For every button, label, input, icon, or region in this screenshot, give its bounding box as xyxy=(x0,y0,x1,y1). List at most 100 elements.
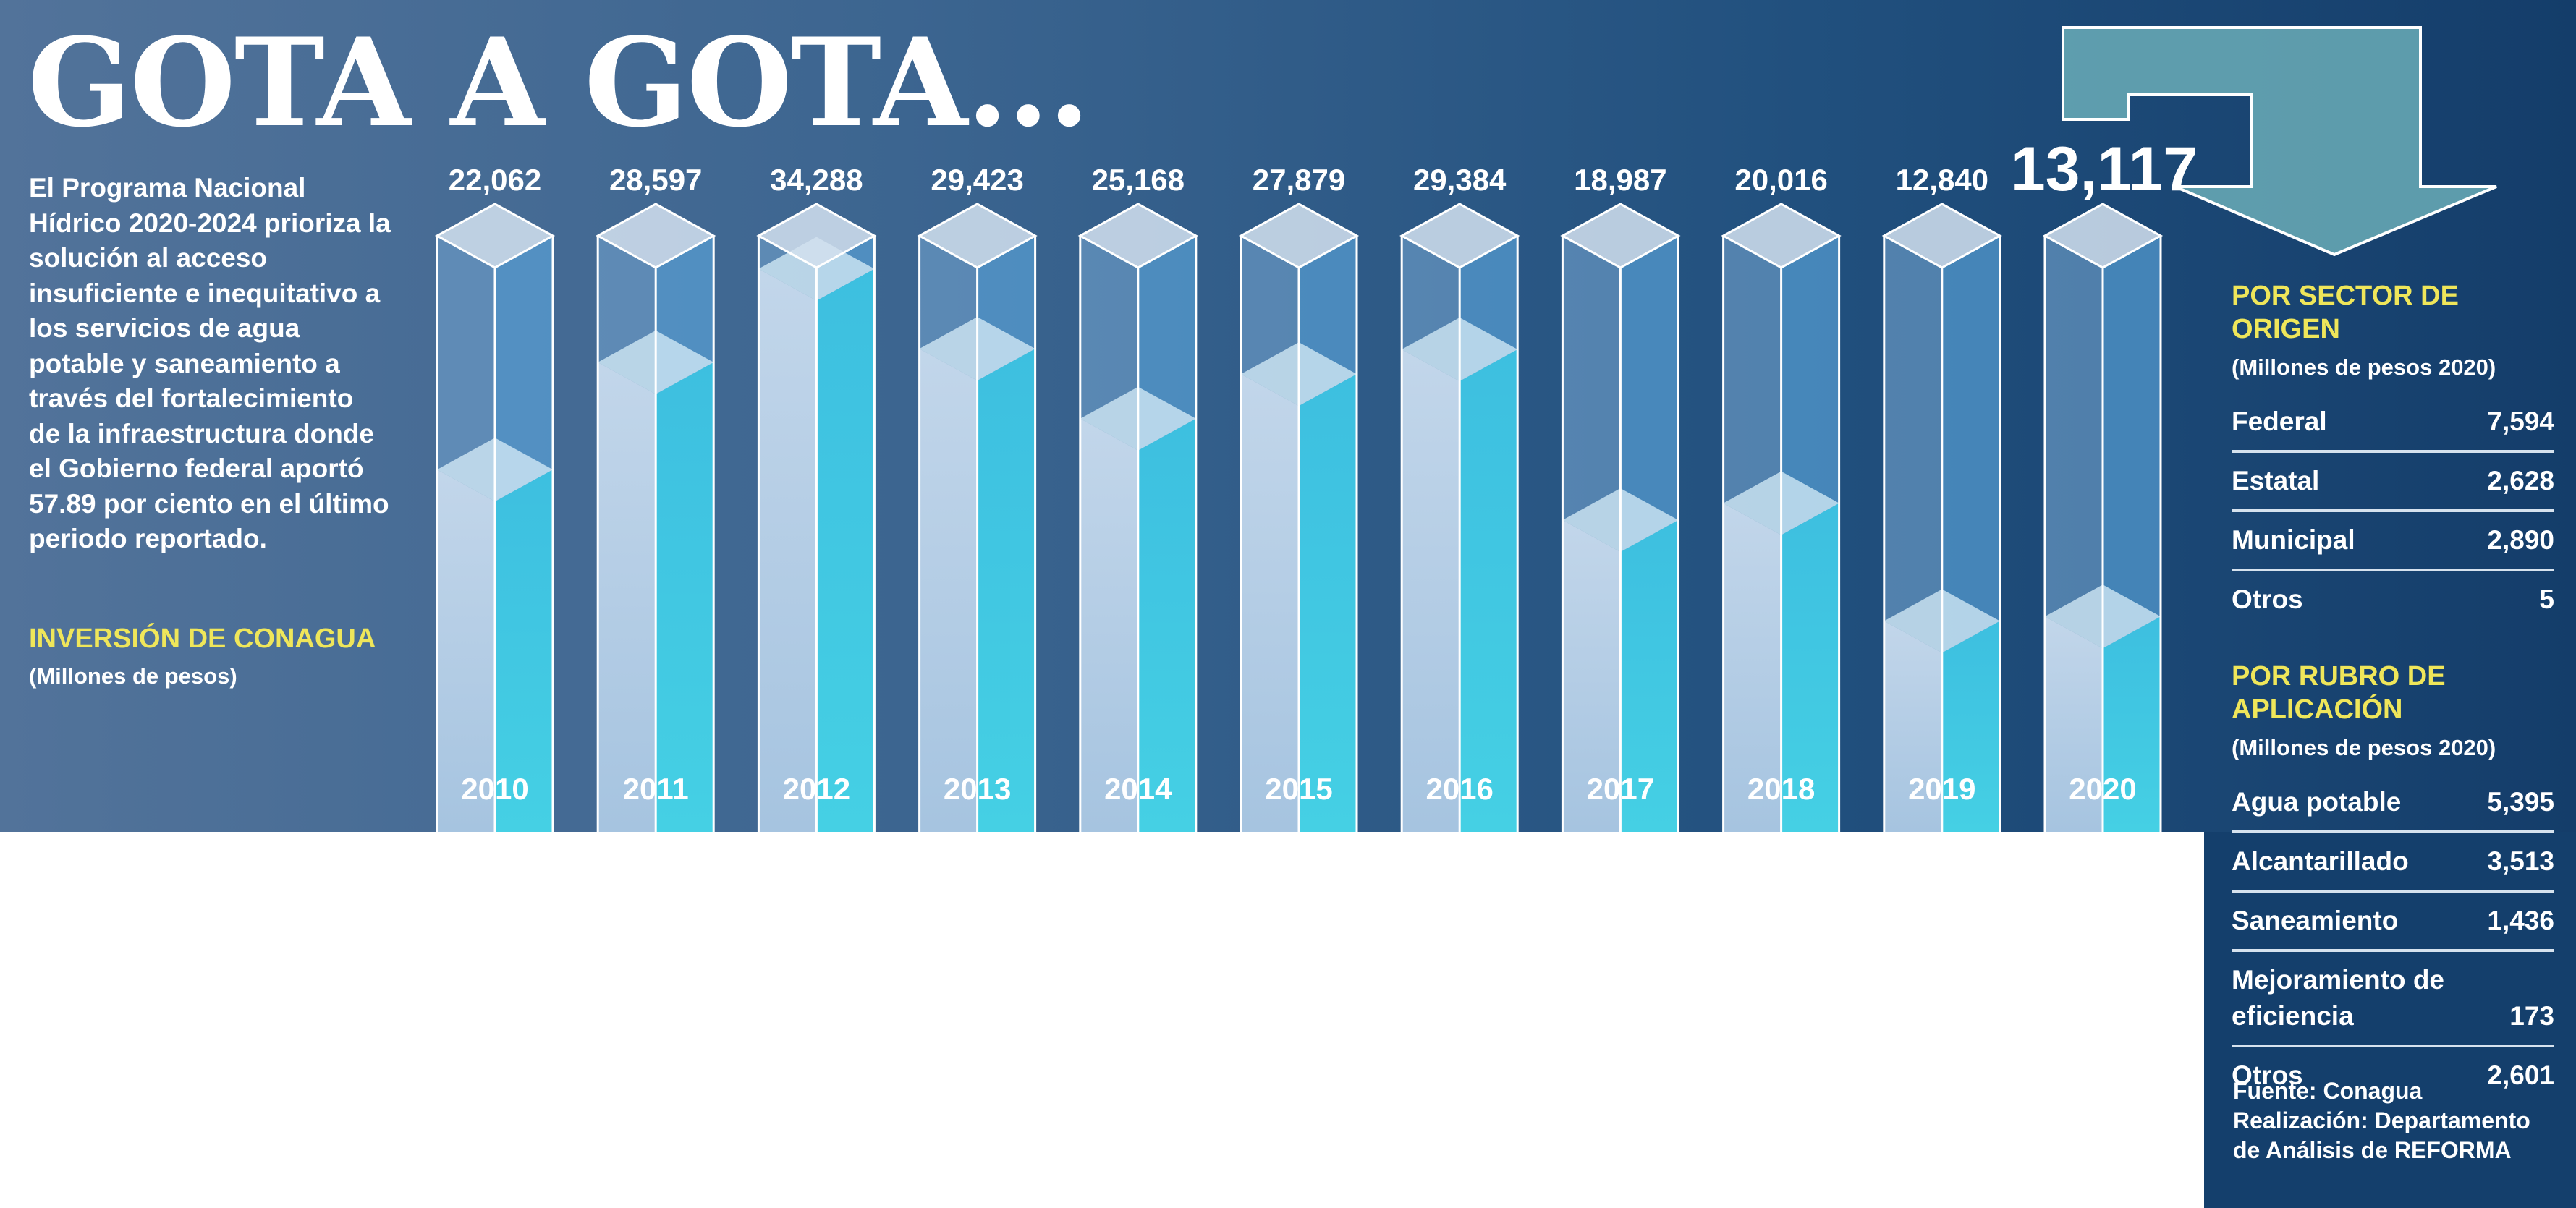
breakdown-panel: POR SECTOR DE ORIGEN (Millones de pesos … xyxy=(2232,279,2554,1104)
value-label: 28,597 xyxy=(609,163,702,197)
value-label: 13,117 xyxy=(2011,135,2198,204)
year-label: 2016 xyxy=(1425,772,1493,806)
rubro-label: Agua potable xyxy=(2232,787,2402,817)
rubro-row: Agua potable 5,395 xyxy=(2232,774,2554,833)
bar-2019: 2019 12,840 xyxy=(1881,163,2002,832)
bar-2010: 2010 22,062 xyxy=(434,163,556,832)
bar-fill-front xyxy=(598,362,656,832)
rubro-value: 173 xyxy=(2509,1001,2554,1031)
bar-fill-front xyxy=(1723,503,1781,832)
value-label: 29,423 xyxy=(931,163,1023,197)
bar-outline xyxy=(1400,236,1519,832)
rubro-row: Saneamiento 1,436 xyxy=(2232,893,2554,952)
bar-outline xyxy=(1240,236,1358,832)
sector-list: Federal 7,594 Estatal 2,628 Municipal 2,890 Ot… xyxy=(2232,394,2554,628)
bar-fill-side xyxy=(1137,418,1196,832)
bar-outline xyxy=(2043,236,2162,832)
rubro-section: POR RUBRO DE APLICACIÓN (Millones de pes… xyxy=(2232,660,2554,1104)
rubro-value: 3,513 xyxy=(2487,846,2554,876)
year-label: 2020 xyxy=(2069,772,2136,806)
bar-2020: 2020 13,117 xyxy=(2011,135,2198,832)
bar-fill-side xyxy=(1459,349,1518,832)
bar-fill-side xyxy=(495,469,553,832)
down-turn-arrow-icon xyxy=(2062,26,2497,257)
sidebar-background xyxy=(2204,832,2576,1208)
sector-value: 5 xyxy=(2539,584,2554,614)
sector-subheading: (Millones de pesos 2020) xyxy=(2232,354,2496,380)
sector-label: Otros xyxy=(2232,584,2303,614)
sector-section: POR SECTOR DE ORIGEN (Millones de pesos … xyxy=(2232,279,2554,628)
bar-2016: 2016 29,384 xyxy=(1399,163,1520,832)
year-label: 2019 xyxy=(1908,772,1975,806)
rubro-label: Otros xyxy=(2232,1060,2303,1090)
bar-fill-side xyxy=(977,349,1035,832)
rubro-label: Saneamiento xyxy=(2232,906,2399,935)
production-credit: Realización: Departamento de Análisis de… xyxy=(2233,1107,2530,1163)
year-label: 2012 xyxy=(783,772,850,806)
sector-value: 2,890 xyxy=(2487,525,2554,555)
credits: Fuente: Conagua Realización: Departament… xyxy=(2233,1076,2559,1165)
bar-outline xyxy=(436,236,554,832)
bar-2018: 2018 20,016 xyxy=(1721,163,1842,832)
bar-outline xyxy=(757,236,876,832)
bar-chart: 2010 22,062 2011 28,597 2012 34,288 2013 29,423… xyxy=(434,26,2497,832)
rubro-value: 5,395 xyxy=(2487,787,2554,817)
bar-fill-front xyxy=(1241,374,1299,832)
bar-fill-side xyxy=(1620,520,1679,832)
value-label: 20,016 xyxy=(1734,163,1827,197)
value-label: 29,384 xyxy=(1413,163,1507,197)
rubro-label: Mejoramiento de eficiencia xyxy=(2232,965,2444,1031)
sector-value: 7,594 xyxy=(2487,407,2554,436)
rubro-value: 1,436 xyxy=(2487,906,2554,935)
bar-2013: 2013 29,423 xyxy=(917,163,1038,832)
value-label: 34,288 xyxy=(770,163,863,197)
bar-fill-front xyxy=(1402,349,1460,832)
sector-row: Federal 7,594 xyxy=(2232,394,2554,453)
value-label: 27,879 xyxy=(1253,163,1345,197)
bar-fill-front xyxy=(758,268,817,832)
bar-2011: 2011 28,597 xyxy=(596,163,716,832)
sector-row: Municipal 2,890 xyxy=(2232,512,2554,571)
sector-heading: POR SECTOR DE ORIGEN xyxy=(2232,281,2459,344)
rubro-row: Mejoramiento de eficiencia 173 xyxy=(2232,952,2554,1047)
year-label: 2011 xyxy=(623,772,689,806)
bar-2017: 2017 18,987 xyxy=(1560,163,1681,832)
year-label: 2015 xyxy=(1265,772,1332,806)
bar-fill-front xyxy=(2045,616,2103,832)
bar-outline xyxy=(1561,236,1679,832)
bar-outline xyxy=(1079,236,1198,832)
bar-outline xyxy=(1883,236,2001,832)
bar-fill-front xyxy=(919,349,978,832)
bar-fill-side xyxy=(1941,621,2000,832)
sector-label: Estatal xyxy=(2232,466,2320,495)
intro-paragraph: El Programa Nacional Hídrico 2020-2024 p… xyxy=(29,173,391,553)
bar-outline xyxy=(596,236,715,832)
sector-row: Estatal 2,628 xyxy=(2232,453,2554,512)
bar-fill-front xyxy=(1080,418,1138,832)
bar-fill-side xyxy=(1781,503,1839,832)
bar-fill-front xyxy=(1562,520,1621,832)
value-label: 25,168 xyxy=(1092,163,1185,197)
rubro-row: Alcantarillado 3,513 xyxy=(2232,833,2554,893)
chart-subtitle: (Millones de pesos) xyxy=(29,663,237,689)
rubro-subheading: (Millones de pesos 2020) xyxy=(2232,735,2496,760)
sector-label: Municipal xyxy=(2232,525,2355,555)
rubro-list: Agua potable 5,395 Alcantarillado 3,513 Sane… xyxy=(2232,774,2554,1104)
source-credit: Fuente: Conagua xyxy=(2233,1078,2423,1104)
value-label: 22,062 xyxy=(449,163,541,197)
chart-title: INVERSIÓN DE CONAGUA xyxy=(29,624,376,654)
bar-fill-side xyxy=(656,362,714,832)
year-label: 2014 xyxy=(1104,772,1172,806)
year-label: 2017 xyxy=(1587,772,1654,806)
bar-fill-side xyxy=(1299,374,1357,832)
bar-outline xyxy=(918,236,1037,832)
value-label: 12,840 xyxy=(1896,163,1988,197)
value-label: 18,987 xyxy=(1574,163,1666,197)
rubro-heading: POR RUBRO DE APLICACIÓN xyxy=(2232,661,2446,725)
rubro-value: 2,601 xyxy=(2487,1060,2554,1090)
main-title: GOTA A GOTA... xyxy=(27,11,1090,154)
bar-fill-side xyxy=(816,268,875,832)
year-label: 2013 xyxy=(944,772,1011,806)
rubro-label: Alcantarillado xyxy=(2232,846,2409,876)
